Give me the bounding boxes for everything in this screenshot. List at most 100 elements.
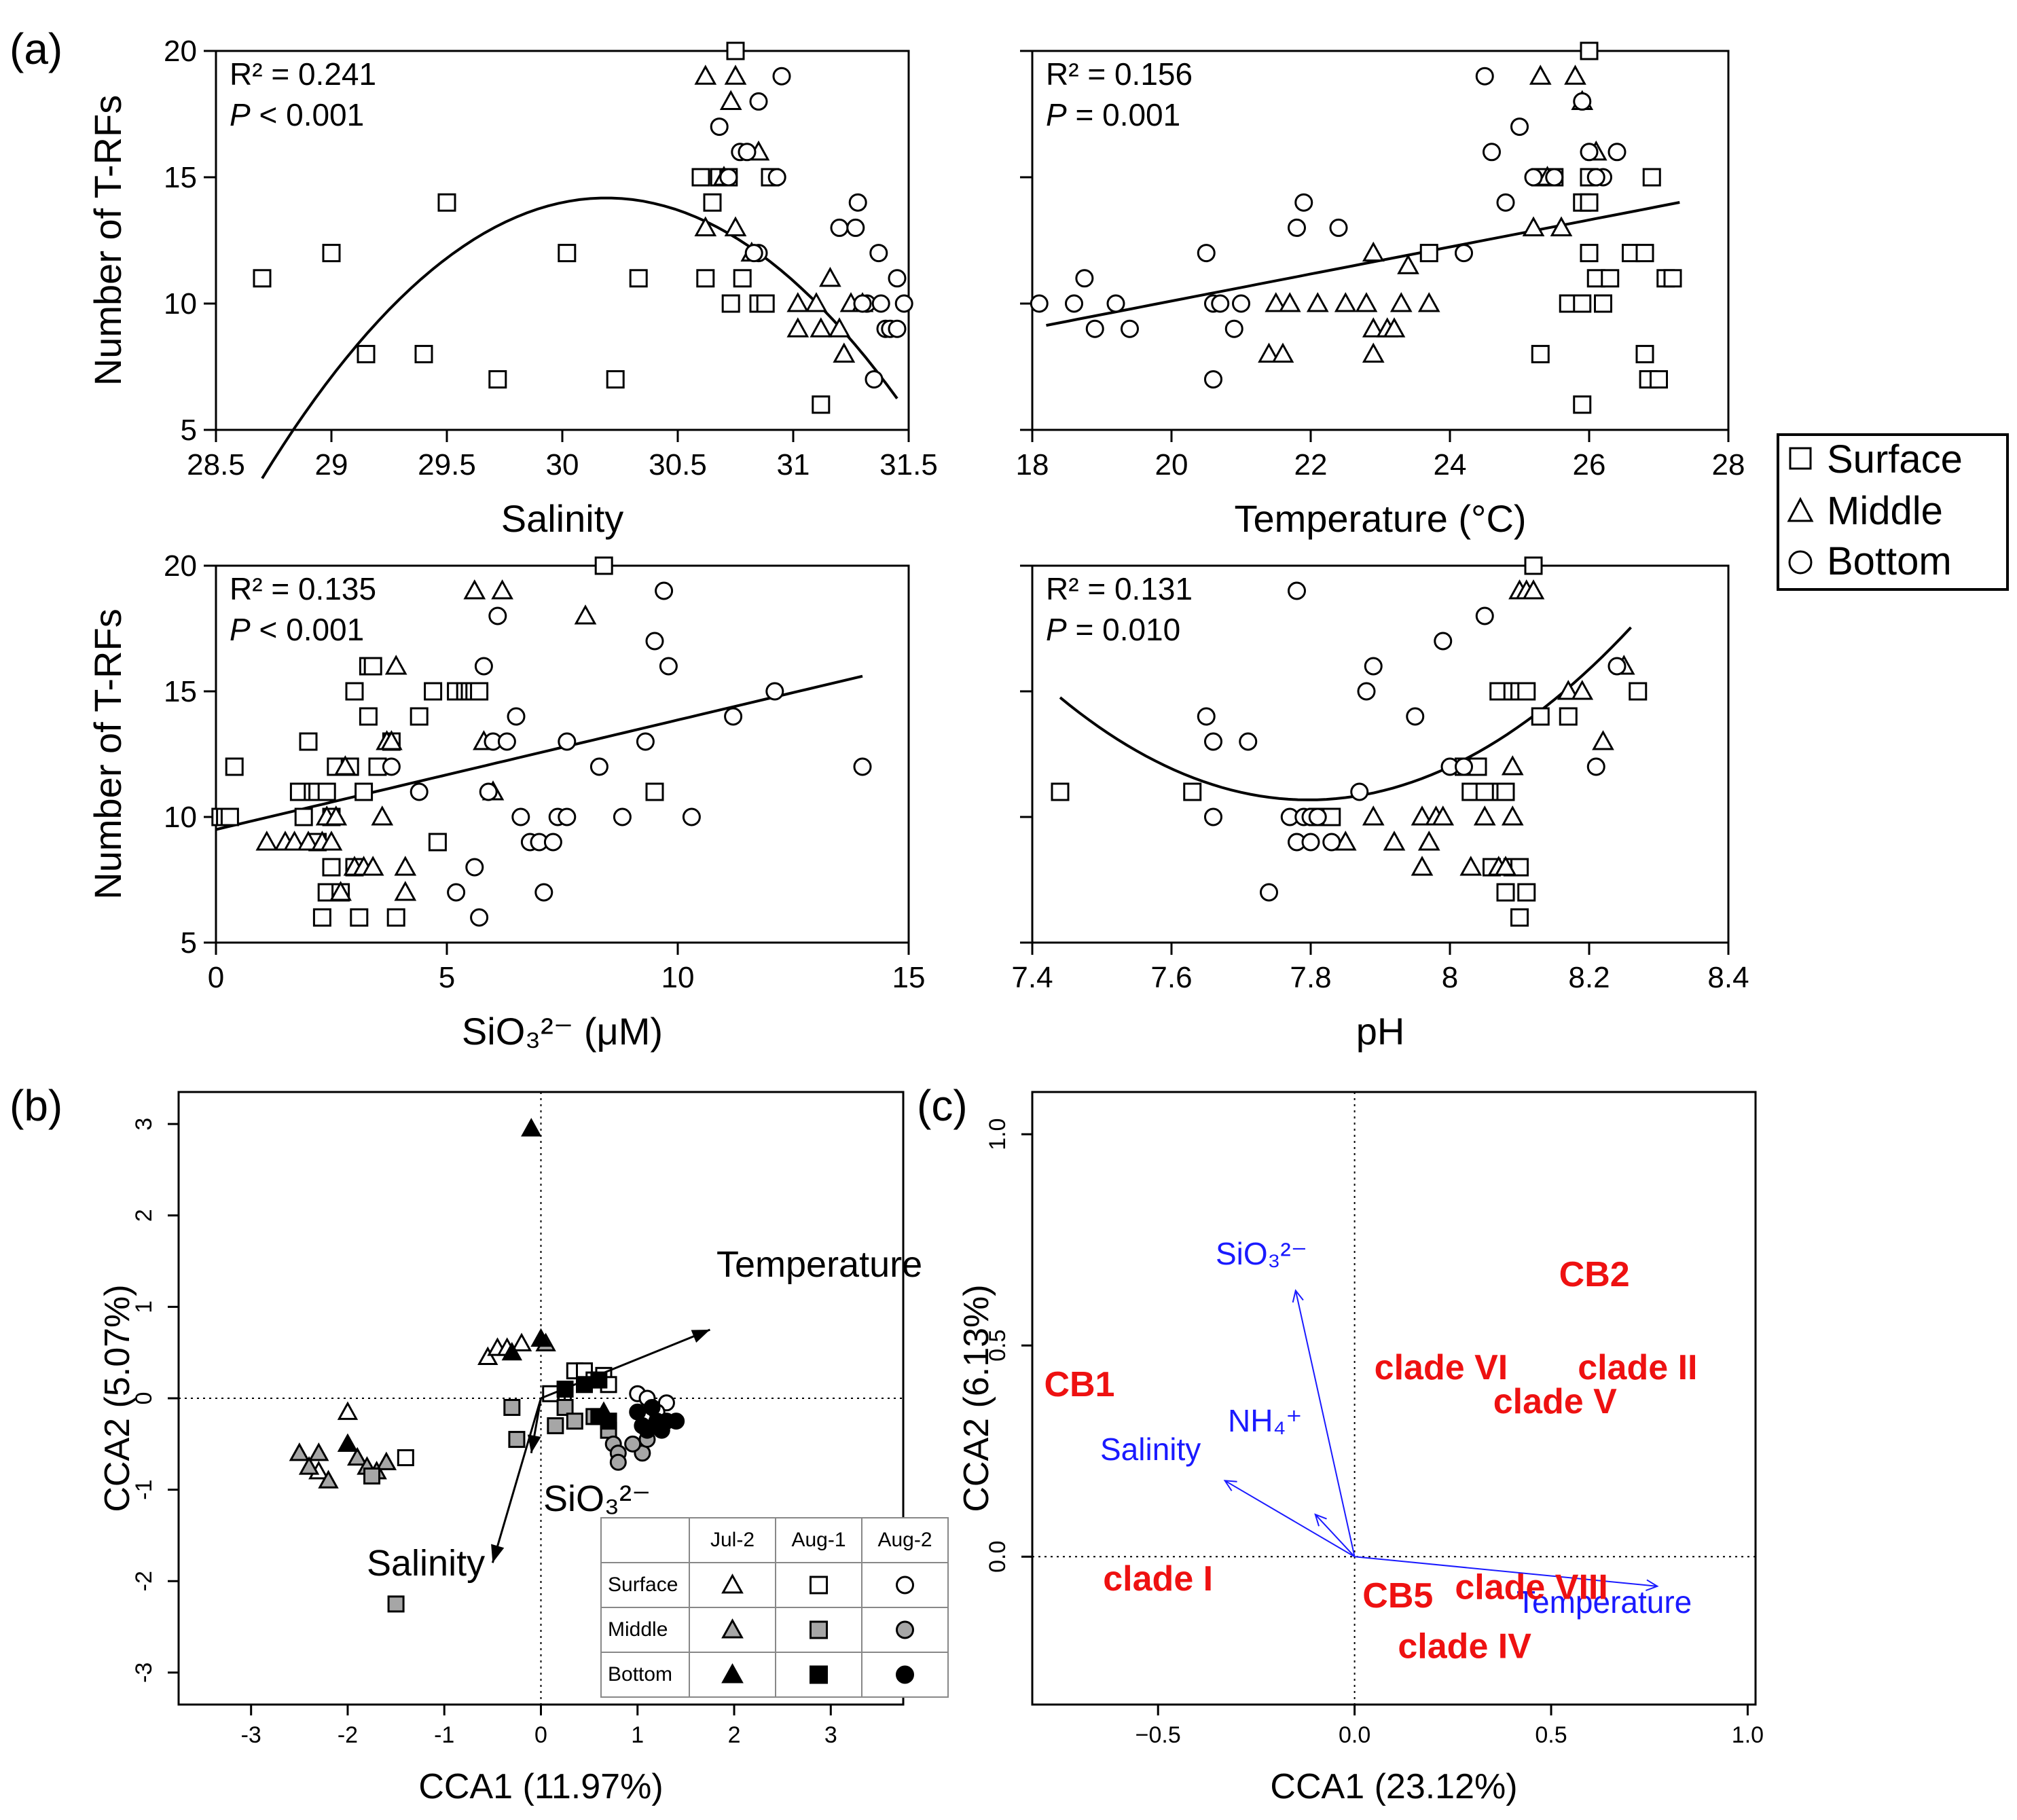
x-tick-label: -3	[241, 1722, 261, 1748]
point-middle	[719, 90, 742, 110]
plot-frame	[215, 564, 910, 944]
point-bottom-aug-2	[668, 1413, 685, 1430]
scatter-salinity: 28.5 29 29.5 30 30.5 31 31.5 5 10 15 20 Salinity Num…	[86, 35, 938, 540]
point-middle	[1564, 65, 1586, 85]
point-bottom	[1329, 218, 1348, 237]
env-vector	[1294, 1290, 1356, 1557]
point-bottom-jul-2	[337, 1433, 359, 1452]
p-value: = 0.010	[1067, 612, 1181, 647]
point-bottom	[497, 732, 516, 751]
env-vector	[540, 1328, 711, 1400]
point-middle	[491, 579, 513, 600]
x-axis-title: CCA1 (11.97%)	[418, 1767, 663, 1806]
point-surface	[1642, 168, 1661, 187]
x-tick-label: 0	[208, 961, 224, 994]
point-middle	[325, 805, 348, 826]
point-surface	[721, 294, 740, 313]
point-bottom	[888, 319, 907, 338]
point-middle-aug-2	[624, 1435, 642, 1453]
point-surface	[1635, 244, 1654, 263]
legend-table-column-label: Aug-2	[877, 1529, 932, 1551]
env-vector-arrowhead	[1223, 1480, 1237, 1491]
point-bottom	[1510, 117, 1529, 136]
y-tick-label: 20	[164, 549, 197, 583]
x-tick-label: 31.5	[879, 448, 938, 481]
point-bottom	[767, 168, 786, 187]
panel-label-b: (b)	[10, 1081, 62, 1130]
point-middle	[329, 881, 352, 901]
point-bottom	[853, 757, 872, 776]
env-vector-arrowhead	[1292, 1289, 1304, 1303]
legend-table-marker	[896, 1665, 914, 1684]
point-surface	[428, 833, 447, 852]
point-bottom	[853, 294, 872, 313]
x-tick-label: 18	[1016, 448, 1049, 481]
point-surface-aug-1	[397, 1449, 414, 1467]
point-middle	[334, 755, 357, 776]
point-bottom	[1197, 244, 1216, 263]
point-bottom	[1322, 833, 1341, 852]
r-squared-label: R² = 0.135	[230, 571, 376, 606]
point-middle	[724, 216, 747, 236]
point-bottom-jul-2	[530, 1328, 551, 1347]
x-tick-label: 0	[534, 1722, 547, 1748]
point-middle	[1417, 831, 1440, 851]
point-bottom	[888, 269, 907, 288]
point-middle	[1501, 805, 1524, 826]
point-middle-jul-2	[346, 1446, 368, 1466]
y-axis-title: Number of T-RFs	[86, 608, 129, 899]
point-middle	[297, 831, 320, 851]
legend-table-marker	[896, 1620, 914, 1639]
legend-square-marker	[1789, 447, 1812, 470]
point-surface	[1183, 782, 1202, 801]
x-tick-label: 8.4	[1707, 961, 1749, 994]
point-bottom	[871, 294, 890, 313]
point-surface	[299, 732, 318, 751]
legend-circle-marker	[1788, 550, 1813, 575]
point-bottom	[507, 707, 526, 726]
point-surface	[1510, 908, 1529, 927]
y-axis-title: CCA2 (6.13%)	[957, 1284, 996, 1512]
y-axis-title: CCA2 (5.07%)	[98, 1284, 137, 1512]
point-bottom	[894, 294, 913, 313]
point-surface	[645, 782, 664, 801]
point-bottom	[1586, 757, 1605, 776]
point-surface	[733, 269, 752, 288]
point-bottom	[488, 606, 507, 625]
point-middle	[1501, 755, 1524, 776]
clade-label: clade VI	[1375, 1348, 1508, 1387]
point-bottom	[636, 732, 655, 751]
legend-table-marker	[810, 1620, 828, 1639]
point-bottom	[659, 657, 678, 676]
point-surface-jul-2	[337, 1401, 359, 1420]
point-bottom	[749, 92, 768, 111]
point-middle	[833, 342, 856, 363]
x-axis-title: pH	[1356, 1010, 1405, 1053]
point-middle-aug-1	[503, 1398, 521, 1416]
point-bottom	[1204, 807, 1222, 826]
point-middle-jul-2	[298, 1456, 320, 1475]
point-bottom	[1260, 883, 1278, 902]
point-surface	[322, 858, 341, 877]
panel-label-c: (c)	[917, 1081, 968, 1130]
point-middle	[1389, 292, 1413, 312]
point-middle	[1397, 254, 1419, 274]
point-surface	[696, 269, 715, 288]
point-surface	[355, 782, 374, 801]
point-bottom	[1586, 168, 1605, 187]
point-middle	[819, 266, 841, 287]
point-bottom	[382, 757, 401, 776]
point-middle-aug-1	[566, 1413, 583, 1430]
point-middle	[1334, 831, 1357, 851]
plot-frame	[1031, 564, 1730, 944]
point-surface	[386, 908, 405, 927]
point-bottom	[1545, 168, 1564, 187]
fit-curve	[261, 196, 898, 479]
point-middle	[1306, 292, 1329, 312]
y-tick-label: 10	[164, 801, 197, 834]
point-surface	[1629, 682, 1648, 701]
legend-table-row-label: Middle	[608, 1618, 668, 1641]
point-surface	[312, 908, 331, 927]
point-surface	[756, 294, 775, 313]
